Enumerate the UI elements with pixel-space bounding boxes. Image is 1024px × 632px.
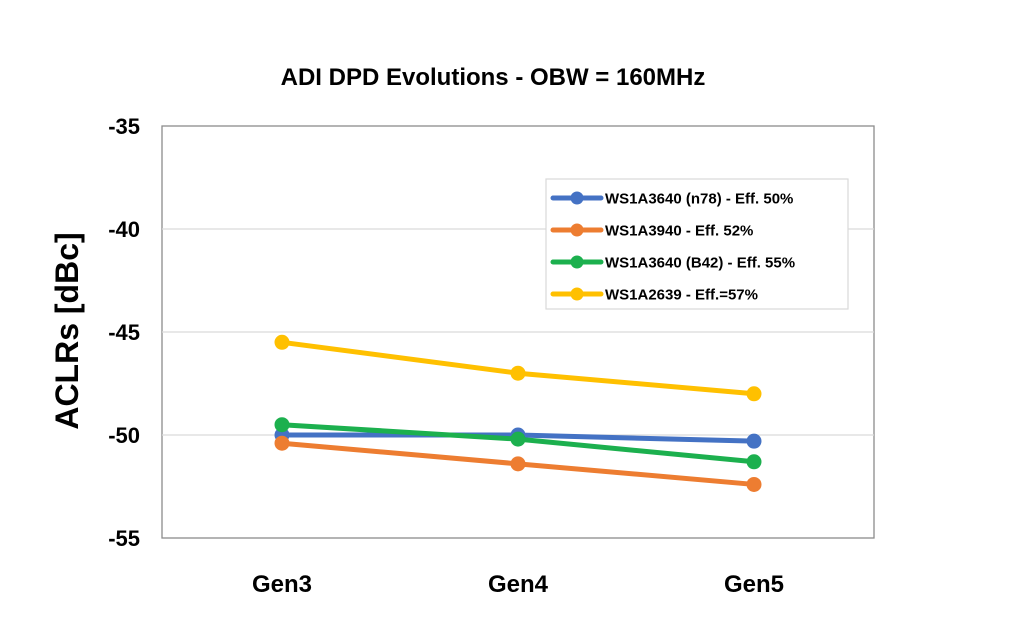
series-group xyxy=(274,334,762,492)
series-2 xyxy=(274,417,762,470)
y-tick-label: -50 xyxy=(108,423,140,448)
y-tick-label: -35 xyxy=(108,114,140,139)
legend: WS1A3640 (n78) - Eff. 50% WS1A3940 - Eff.… xyxy=(545,178,849,310)
series-1 xyxy=(274,435,762,492)
data-point xyxy=(746,433,762,449)
legend-box xyxy=(545,178,849,310)
legend-label: WS1A3940 - Eff. 52% xyxy=(605,223,753,240)
data-point xyxy=(510,456,526,472)
y-tick-label: -45 xyxy=(108,320,140,345)
legend-swatch-marker xyxy=(570,223,584,237)
data-point xyxy=(746,386,762,402)
x-tick-label: Gen5 xyxy=(724,571,784,598)
data-point xyxy=(274,417,290,433)
legend-item: WS1A3940 - Eff. 52% xyxy=(550,223,753,240)
y-axis-ticks: -35 -40 -45 -50 -55 xyxy=(108,114,140,551)
legend-label: WS1A3640 (B42) - Eff. 55% xyxy=(605,255,795,272)
series-3 xyxy=(274,334,762,402)
y-tick-label: -55 xyxy=(108,526,140,551)
data-point xyxy=(274,334,290,350)
legend-swatch-marker xyxy=(570,255,584,269)
x-tick-label: Gen4 xyxy=(488,571,549,598)
chart-title: ADI DPD Evolutions - OBW = 160MHz xyxy=(281,64,706,91)
x-axis-ticks: Gen3 Gen4 Gen5 xyxy=(252,571,784,598)
legend-item: WS1A3640 (n78) - Eff. 50% xyxy=(550,191,793,208)
legend-label: WS1A3640 (n78) - Eff. 50% xyxy=(605,191,793,208)
legend-swatch-marker xyxy=(570,287,584,301)
legend-item: WS1A3640 (B42) - Eff. 55% xyxy=(550,255,795,272)
data-point xyxy=(274,435,290,451)
legend-swatch-marker xyxy=(570,191,584,205)
data-point xyxy=(746,476,762,492)
y-axis-label: ACLRs [dBc] xyxy=(49,232,85,429)
data-point xyxy=(746,454,762,470)
x-tick-label: Gen3 xyxy=(252,571,312,598)
data-point xyxy=(510,431,526,447)
data-point xyxy=(510,365,526,381)
legend-label: WS1A2639 - Eff.=57% xyxy=(605,287,758,304)
y-tick-label: -40 xyxy=(108,217,140,242)
legend-item: WS1A2639 - Eff.=57% xyxy=(550,287,758,304)
